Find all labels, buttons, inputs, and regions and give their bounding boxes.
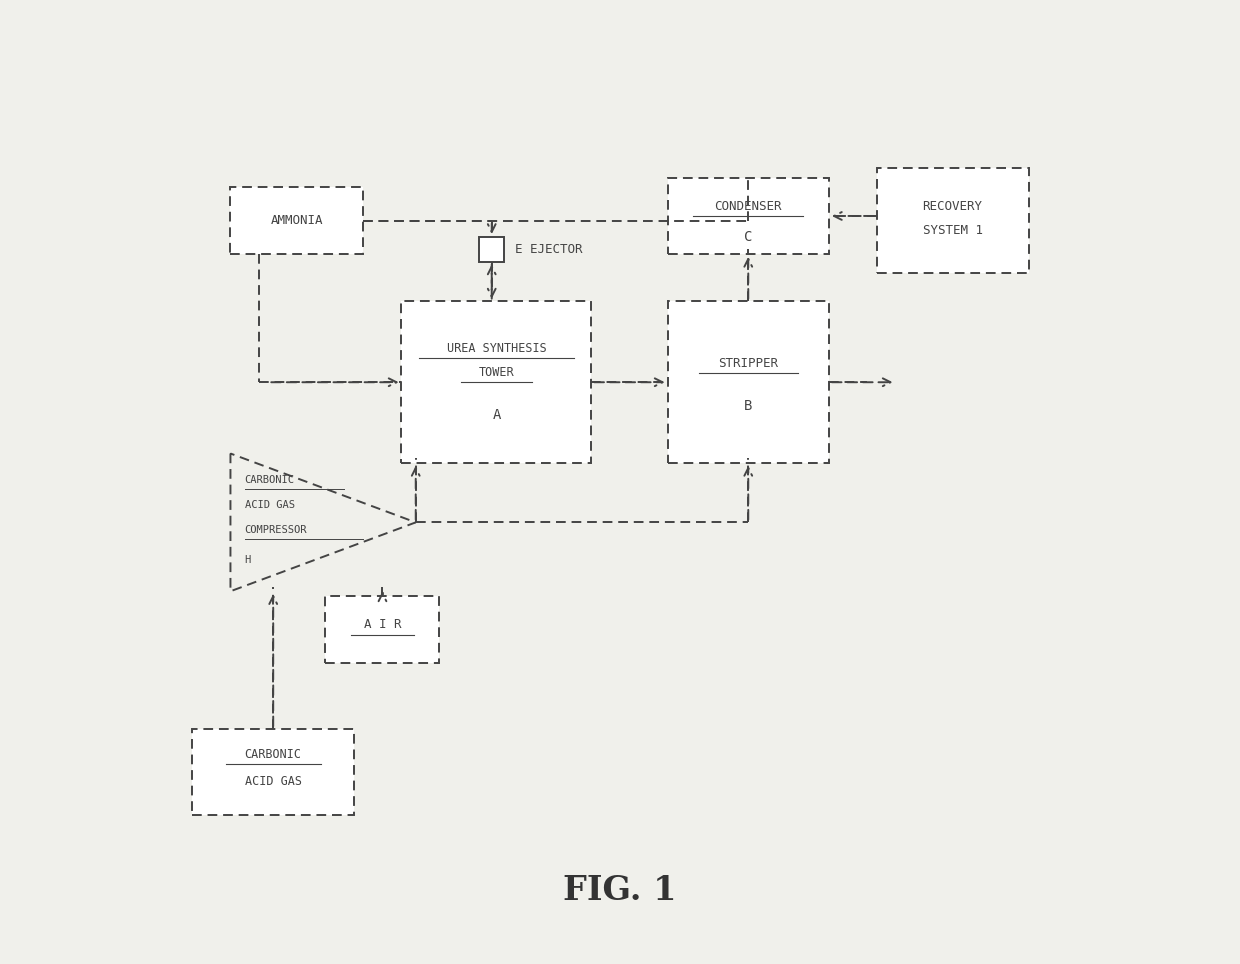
Text: FIG. 1: FIG. 1 xyxy=(563,874,677,907)
Bar xyxy=(667,302,830,463)
Text: CARBONIC: CARBONIC xyxy=(244,748,301,762)
Text: TOWER: TOWER xyxy=(479,366,515,379)
Text: CONDENSER: CONDENSER xyxy=(714,200,782,213)
Bar xyxy=(877,169,1028,273)
Text: COMPRESSOR: COMPRESSOR xyxy=(244,525,308,535)
Text: UREA SYNTHESIS: UREA SYNTHESIS xyxy=(446,342,547,356)
Text: A I R: A I R xyxy=(363,618,402,631)
Text: ACID GAS: ACID GAS xyxy=(244,775,301,788)
Text: ACID GAS: ACID GAS xyxy=(244,500,295,510)
Text: SYSTEM 1: SYSTEM 1 xyxy=(923,224,982,237)
Text: E EJECTOR: E EJECTOR xyxy=(516,243,583,255)
Bar xyxy=(231,187,363,254)
Text: CARBONIC: CARBONIC xyxy=(244,474,295,485)
Bar xyxy=(402,302,591,463)
Text: STRIPPER: STRIPPER xyxy=(718,357,779,370)
Text: C: C xyxy=(744,229,753,244)
Text: RECOVERY: RECOVERY xyxy=(923,200,982,213)
Text: H: H xyxy=(244,555,250,565)
Bar xyxy=(667,178,830,254)
Bar xyxy=(192,729,353,815)
Bar xyxy=(480,237,505,261)
Text: AMMONIA: AMMONIA xyxy=(270,214,324,228)
Text: B: B xyxy=(744,399,753,413)
Bar xyxy=(325,596,439,662)
Text: A: A xyxy=(492,409,501,422)
